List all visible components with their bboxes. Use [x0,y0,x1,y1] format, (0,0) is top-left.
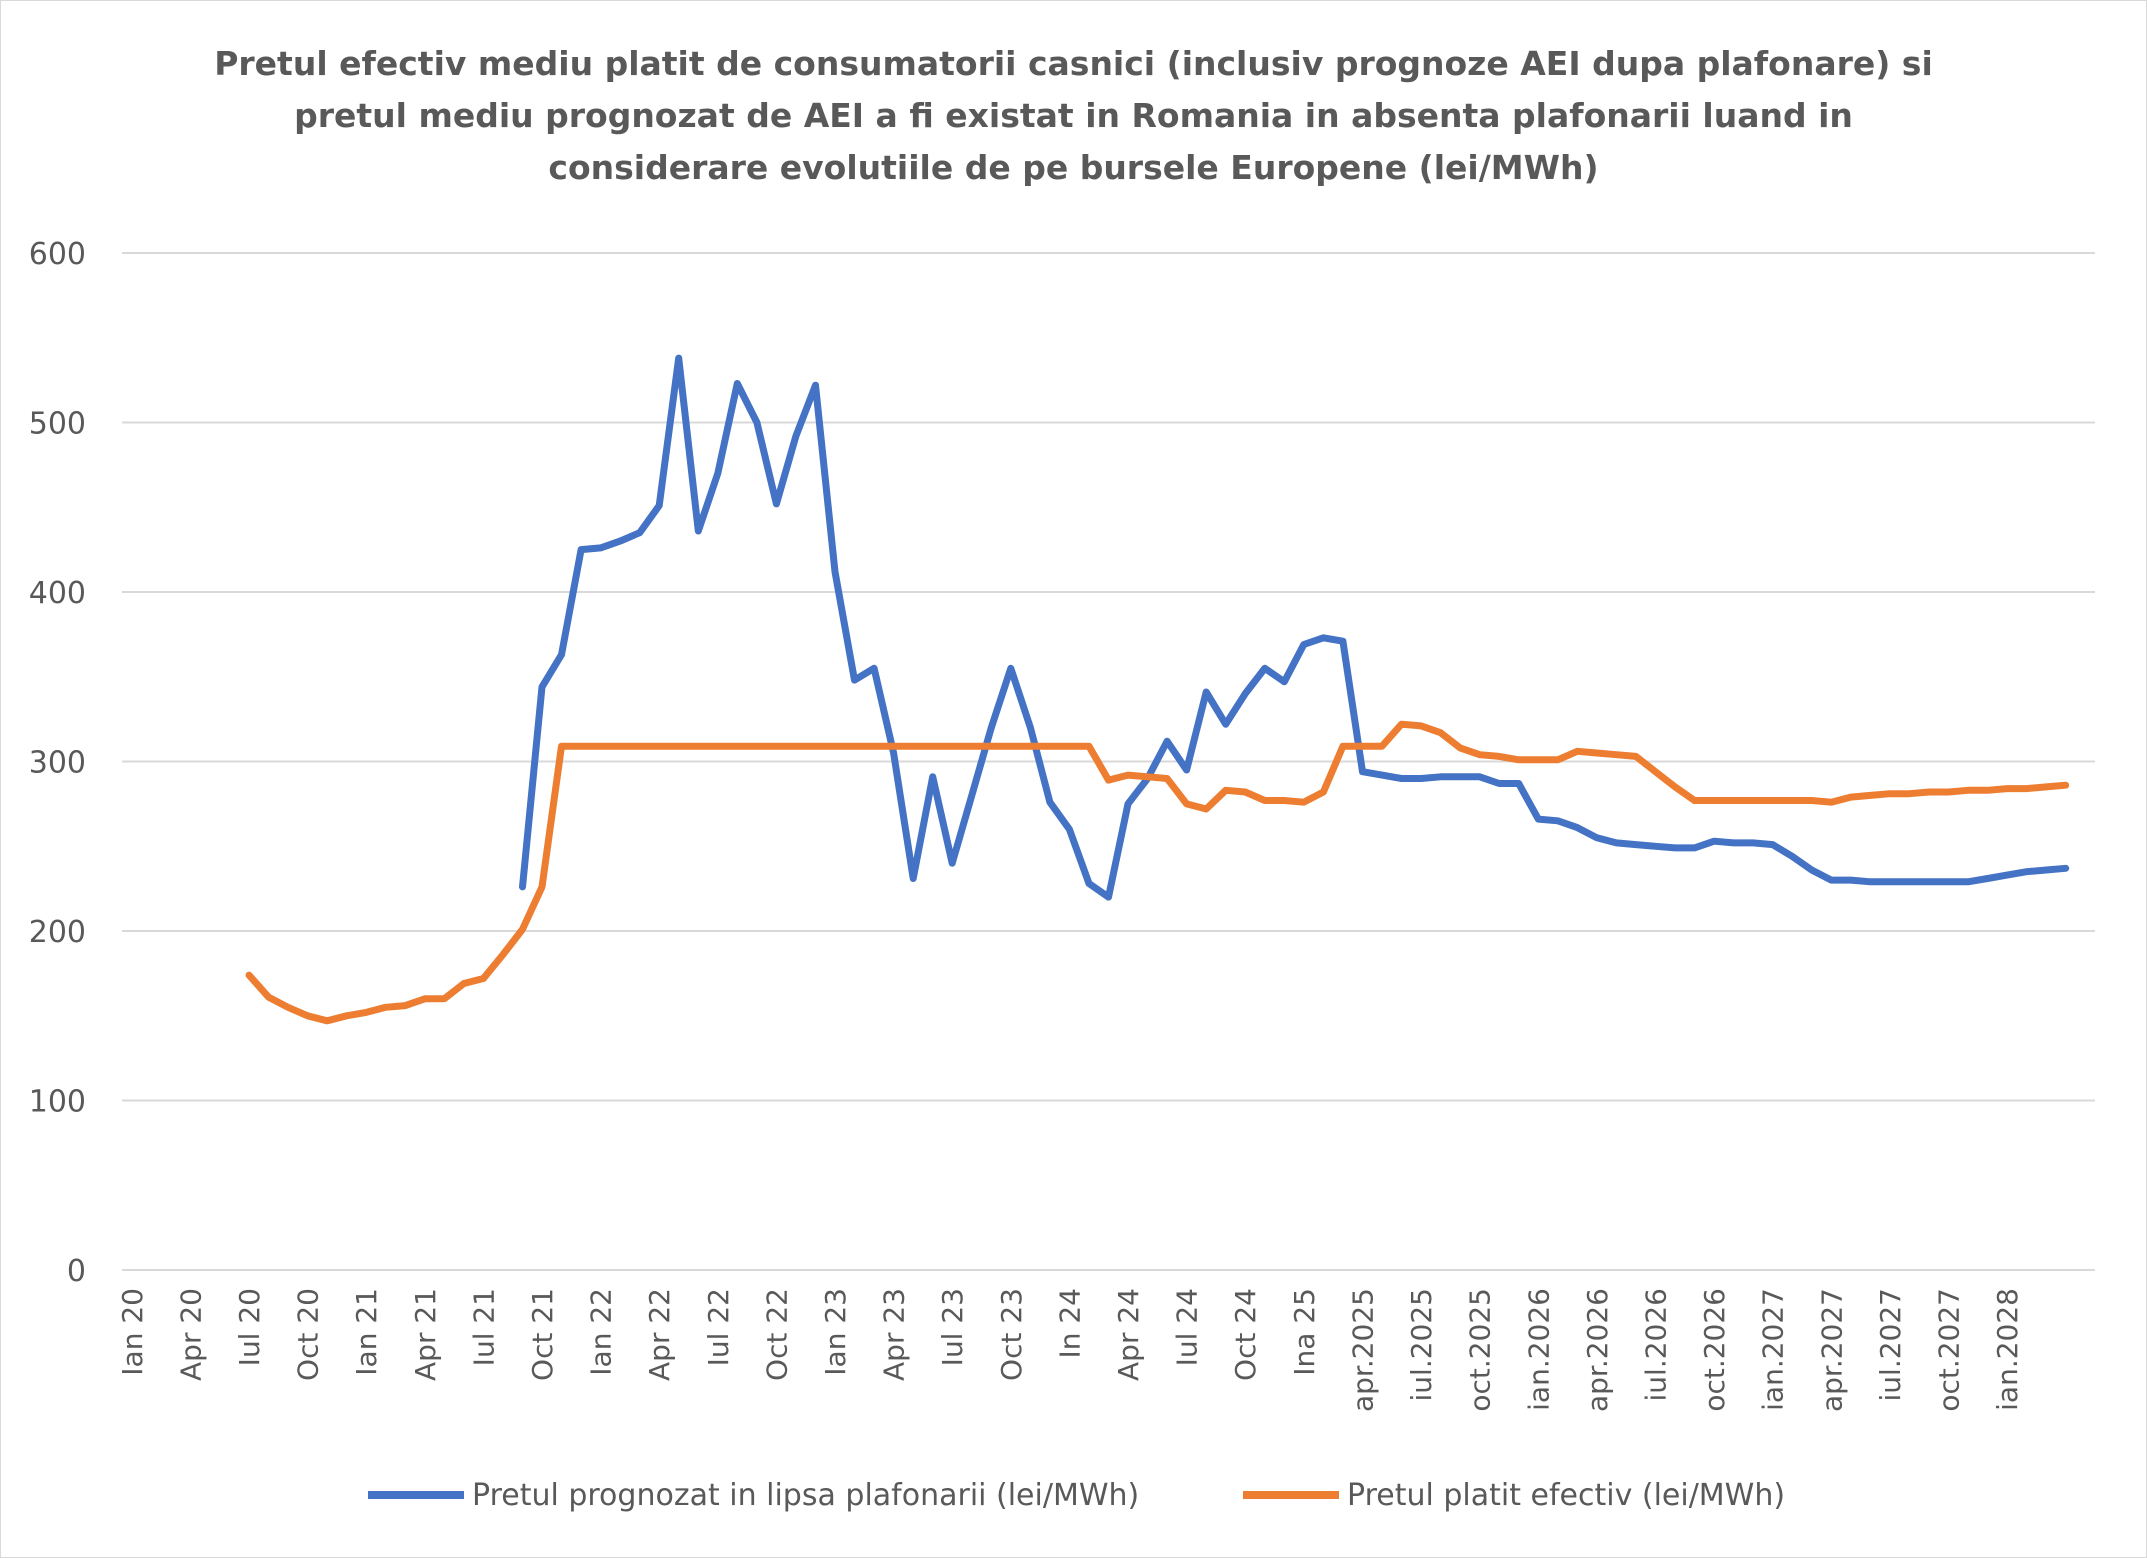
x-tick-label: ian.2027 [1757,1288,1790,1411]
y-tick-label: 500 [29,407,86,442]
x-tick-label: Ina 25 [1288,1288,1321,1376]
x-tick-label: apr.2025 [1346,1288,1379,1412]
legend: Pretul prognozat in lipsa plafonarii (le… [0,1470,2147,1520]
series-line-paid [245,720,2070,1025]
x-tick-label: Oct 21 [526,1288,559,1381]
chart-title-line-1: Pretul efectiv mediu platit de consumato… [214,44,1933,83]
x-tick-label: Oct 22 [760,1288,793,1381]
x-tick-label: oct.2027 [1932,1288,1965,1412]
x-tick-label: Apr 20 [174,1288,207,1381]
chart-title: Pretul efectiv mediu platit de consumato… [0,38,2147,194]
x-tick-label: Apr 21 [409,1288,442,1381]
x-tick-label: Iul 21 [467,1288,500,1366]
series-line-forecast [519,354,2070,901]
x-tick-label: Iul 24 [1171,1288,1204,1366]
x-tick-label: iul.2027 [1874,1288,1907,1401]
gridlines [122,252,2095,1102]
x-tick-label: Oct 24 [1229,1288,1262,1381]
y-tick-label: 600 [29,237,86,272]
x-tick-label: Ian 23 [819,1288,852,1376]
y-tick-label: 200 [29,915,86,950]
chart-title-line-2: pretul mediu prognozat de AEI a fi exist… [294,96,1853,135]
x-tick-label: ian.2028 [1991,1288,2024,1411]
x-tick-label: Iul 20 [233,1288,266,1366]
y-axis-tick-labels: 0 100 200 300 400 500 600 [29,237,86,1289]
x-tick-label: Ian 21 [350,1288,383,1376]
legend-swatch-forecast [368,1491,464,1499]
y-tick-label: 300 [29,746,86,781]
x-tick-label: Iul 22 [702,1288,735,1366]
x-tick-label: In 24 [1053,1288,1086,1359]
x-tick-label: Apr 22 [643,1288,676,1381]
x-tick-label: Ian 20 [116,1288,149,1376]
x-tick-label: oct.2026 [1698,1288,1731,1412]
series-lines [245,354,2070,1025]
x-tick-label: apr.2027 [1815,1288,1848,1412]
x-tick-label: iul.2025 [1405,1288,1438,1401]
y-tick-label: 400 [29,576,86,611]
legend-item-paid: Pretul platit efectiv (lei/MWh) [1243,1470,1785,1520]
legend-swatch-paid [1243,1491,1339,1499]
x-tick-label: apr.2026 [1581,1288,1614,1412]
legend-label-forecast: Pretul prognozat in lipsa plafonarii (le… [472,1477,1140,1513]
y-tick-label: 100 [29,1085,86,1120]
x-tick-label: oct.2025 [1464,1288,1497,1412]
x-tick-label: ian.2026 [1522,1288,1555,1411]
x-tick-label: Oct 20 [292,1288,325,1381]
x-tick-label: iul.2026 [1639,1288,1672,1401]
legend-item-forecast: Pretul prognozat in lipsa plafonarii (le… [368,1470,1139,1520]
legend-label-paid: Pretul platit efectiv (lei/MWh) [1347,1477,1786,1513]
y-tick-label: 0 [67,1254,86,1289]
x-tick-label: Ian 22 [585,1288,618,1376]
x-tick-label: Iul 23 [936,1288,969,1366]
x-tick-label: Apr 24 [1112,1288,1145,1381]
x-tick-label: Oct 23 [995,1288,1028,1381]
chart-title-line-3: considerare evolutiile de pe bursele Eur… [548,148,1599,187]
x-axis-tick-labels: Ian 20 Apr 20 Iul 20 Oct 20 Ian 21 Apr 21 Iul … [116,1288,2024,1412]
x-tick-label: Apr 23 [878,1288,911,1381]
